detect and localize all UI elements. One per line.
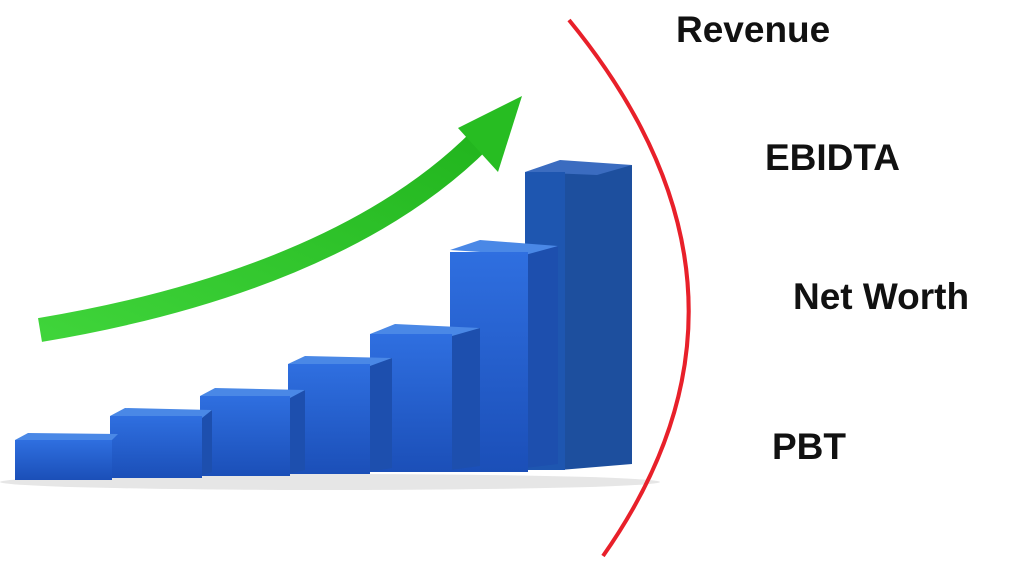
label: EBIDTA	[765, 137, 900, 178]
arrow-shaft	[38, 131, 489, 342]
bar-top	[370, 324, 480, 336]
bar-top	[200, 388, 305, 398]
bar-top	[15, 433, 118, 442]
bar-top	[110, 408, 212, 418]
bar-top	[288, 356, 392, 366]
bar-side	[288, 390, 305, 474]
bar-side	[200, 410, 212, 476]
bar	[110, 416, 202, 478]
bar-side	[368, 358, 392, 472]
bar-side	[450, 328, 480, 470]
bar-top	[450, 240, 558, 255]
label: Net Worth	[793, 276, 969, 317]
label: PBT	[772, 426, 846, 467]
bar-graphic	[15, 160, 632, 480]
label: Revenue	[676, 9, 830, 50]
growth-arrow	[38, 96, 522, 342]
bar-top	[525, 160, 632, 175]
arrow-head	[458, 96, 522, 172]
bar	[200, 396, 290, 476]
bar-side	[560, 165, 632, 470]
divider-arc	[567, 18, 691, 558]
bar-side	[525, 246, 558, 468]
bar	[15, 440, 112, 480]
